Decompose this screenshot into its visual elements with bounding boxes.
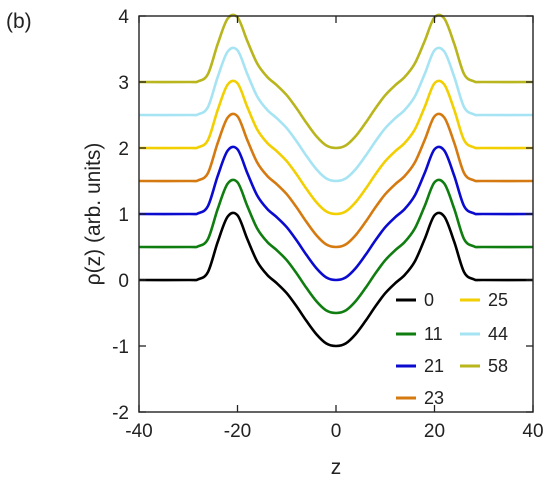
y-axis-label: ρ(z) (arb. units) (82, 143, 105, 286)
legend-label-44: 44 (488, 324, 508, 344)
series-line-25 (138, 79, 534, 216)
x-tick-label: -40 (125, 421, 152, 442)
series-line-11 (138, 178, 534, 315)
panel-label: (b) (6, 10, 32, 33)
series-line-21 (138, 145, 534, 282)
series-line-58 (138, 13, 534, 150)
y-tick-label: 4 (118, 7, 129, 28)
legend-label-25: 25 (488, 290, 508, 310)
legend-label-21: 21 (424, 356, 444, 376)
x-axis-ticks: -40 -20 0 20 40 (125, 16, 544, 442)
x-tick-label: -20 (224, 421, 251, 442)
legend: 0 11 21 23 25 44 58 (396, 290, 508, 408)
y-tick-label: 2 (118, 139, 129, 160)
series-line-44 (138, 46, 534, 183)
series-line-0 (138, 211, 534, 348)
series-line-23 (138, 112, 534, 249)
x-axis-label: z (331, 456, 342, 479)
legend-label-58: 58 (488, 356, 508, 376)
y-tick-label: 0 (118, 271, 129, 292)
y-tick-label: 1 (118, 205, 129, 226)
y-tick-label: -1 (112, 337, 129, 358)
x-tick-label: 40 (522, 421, 543, 442)
legend-label-11: 11 (424, 324, 443, 344)
legend-label-0: 0 (424, 290, 434, 310)
legend-label-23: 23 (424, 388, 444, 408)
y-tick-label: -2 (112, 403, 129, 424)
x-tick-label: 20 (424, 421, 445, 442)
curves-group (138, 13, 534, 348)
y-tick-label: 3 (118, 73, 129, 94)
x-tick-label: 0 (331, 421, 342, 442)
